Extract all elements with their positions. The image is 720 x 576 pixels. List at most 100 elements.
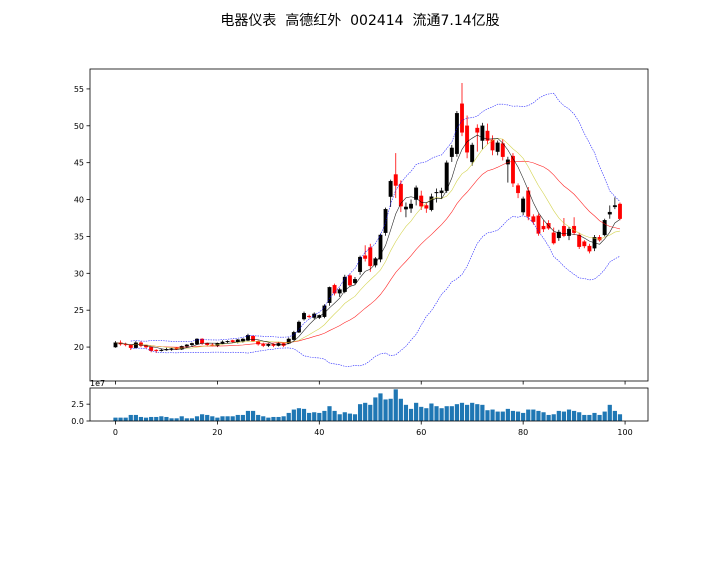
volume-bar <box>485 410 490 421</box>
candle-body <box>149 346 154 351</box>
candle-body <box>439 190 444 194</box>
volume-bar <box>398 398 403 421</box>
candle-body <box>169 348 174 350</box>
volume-offset-label: 1e7 <box>90 379 105 388</box>
candle-body <box>551 232 556 244</box>
volume-bar <box>592 412 597 421</box>
y-tick-label: 45 <box>74 159 84 168</box>
volume-plot: 0.0 2.5 1e7 0 20 40 60 80 100 <box>71 379 649 437</box>
volume-bar <box>546 414 551 421</box>
candle-body <box>495 142 500 152</box>
volume-bar <box>464 404 470 421</box>
candle-body <box>225 341 230 343</box>
volume-bar <box>174 418 179 421</box>
candle-body <box>485 130 490 141</box>
candle-body <box>454 113 459 154</box>
candle-body <box>582 241 587 247</box>
candle-body <box>470 144 475 163</box>
candle-body <box>332 284 337 294</box>
volume-bar <box>291 409 296 421</box>
x-tick-label: 40 <box>314 428 324 437</box>
y-tick-label: 55 <box>74 85 84 94</box>
volume-bar <box>189 418 195 421</box>
volume-bar <box>327 406 332 421</box>
volume-bar <box>118 417 123 421</box>
volume-bar <box>597 414 602 421</box>
volume-bar <box>337 414 342 421</box>
volume-bar <box>515 411 521 421</box>
volume-bar <box>123 417 128 421</box>
volume-bar <box>414 402 419 421</box>
candle-body <box>383 208 388 233</box>
volume-bar <box>256 414 261 421</box>
candle-body <box>205 343 210 346</box>
volume-bar <box>526 409 531 421</box>
candle-body <box>251 335 256 342</box>
candle-body <box>393 174 398 186</box>
candle-body <box>398 183 403 207</box>
candle-body <box>561 225 566 236</box>
volume-bar <box>332 410 337 421</box>
candle-body <box>363 255 368 259</box>
volume-bar <box>154 416 159 421</box>
candle-body <box>388 180 393 197</box>
volume-bar <box>577 412 582 421</box>
volume-bar <box>271 416 276 421</box>
candle-body <box>184 344 189 347</box>
volume-bar <box>475 404 480 421</box>
volume-bar <box>582 414 587 421</box>
candle-body <box>113 342 118 348</box>
candle-body <box>414 187 419 200</box>
price-axes-frame <box>89 68 649 382</box>
candle-body <box>500 143 505 157</box>
volume-bar <box>566 409 572 421</box>
candle-body <box>327 287 332 303</box>
volume-bar <box>612 410 617 421</box>
volume-bar <box>266 417 271 421</box>
candle-body <box>460 103 464 133</box>
volume-bar <box>235 414 240 421</box>
x-tick-label: 80 <box>518 428 528 437</box>
candle-body <box>409 203 413 209</box>
candle-body <box>511 155 515 184</box>
candle-body <box>291 332 296 340</box>
ma5-line <box>115 134 621 351</box>
candle-body <box>342 276 347 292</box>
boll-upper-line <box>130 92 621 342</box>
volume-bar <box>459 402 465 421</box>
volume-bar <box>439 408 444 421</box>
x-tick-label: 0 <box>113 428 118 437</box>
volume-bar <box>250 410 256 421</box>
volume-bar <box>230 416 235 421</box>
volume-bar <box>510 410 516 421</box>
volume-bar <box>179 416 184 421</box>
volume-bar <box>536 410 541 421</box>
volume-bar <box>378 393 383 421</box>
volume-bar <box>363 402 368 421</box>
volume-bar <box>419 406 424 421</box>
volume-bar <box>388 398 393 421</box>
volume-bar <box>531 409 536 421</box>
volume-bar <box>449 406 454 421</box>
candle-body <box>480 125 485 141</box>
volume-bar <box>444 406 449 421</box>
volume-bar <box>296 408 302 421</box>
candle-body <box>434 192 439 194</box>
volume-bar <box>495 411 500 421</box>
candle-body <box>465 125 470 153</box>
volume-bar <box>322 410 327 421</box>
volume-bar <box>143 417 149 421</box>
volume-bar <box>368 404 373 421</box>
candle-body <box>526 190 531 217</box>
candle-body <box>261 343 266 346</box>
y-tick-label: 50 <box>74 122 84 131</box>
volume-bar <box>617 414 623 421</box>
candle-body <box>403 206 408 210</box>
volume-bar <box>352 414 358 421</box>
ma10-line <box>115 137 621 349</box>
candle-body <box>302 312 306 320</box>
candle-body <box>312 313 317 318</box>
candle-body <box>195 338 199 345</box>
volume-bar <box>434 406 439 421</box>
